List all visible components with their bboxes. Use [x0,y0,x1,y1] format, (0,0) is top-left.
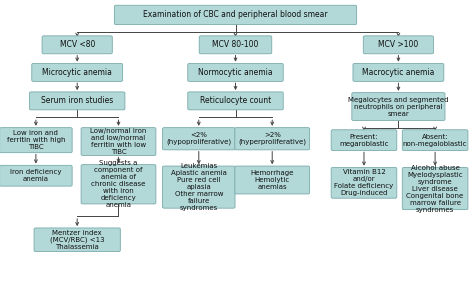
Text: >2%
(hyperproliferative): >2% (hyperproliferative) [238,132,306,146]
FancyBboxPatch shape [353,63,444,82]
FancyBboxPatch shape [32,63,123,82]
FancyBboxPatch shape [235,128,310,150]
FancyBboxPatch shape [402,168,468,210]
Text: Low iron and
ferritin with high
TIBC: Low iron and ferritin with high TIBC [7,130,65,150]
Text: MCV <80: MCV <80 [60,40,95,49]
Text: Present:
megaroblastic: Present: megaroblastic [339,134,389,147]
Text: Normocytic anemia: Normocytic anemia [198,68,273,77]
Text: Iron deficiency
anemia: Iron deficiency anemia [10,169,62,182]
Text: Examination of CBC and peripheral blood smear: Examination of CBC and peripheral blood … [143,10,328,19]
FancyBboxPatch shape [235,166,310,194]
Text: Suggests a
component of
anemia of
chronic disease
with iron
deficiency
anemia: Suggests a component of anemia of chroni… [91,160,146,208]
Text: <2%
(hypoproliferative): <2% (hypoproliferative) [166,132,231,146]
Text: MCV 80-100: MCV 80-100 [212,40,259,49]
FancyBboxPatch shape [81,128,156,156]
Text: MCV >100: MCV >100 [378,40,419,49]
FancyBboxPatch shape [331,130,397,150]
Text: Macrocytic anemia: Macrocytic anemia [362,68,435,77]
FancyBboxPatch shape [402,130,468,150]
Text: Reticulocyte count: Reticulocyte count [200,96,271,105]
FancyBboxPatch shape [42,36,112,54]
FancyBboxPatch shape [114,5,356,25]
FancyBboxPatch shape [0,128,72,153]
FancyBboxPatch shape [188,63,283,82]
Text: Vitamin B12
and/or
Folate deficiency
Drug-induced: Vitamin B12 and/or Folate deficiency Dru… [334,169,393,196]
FancyBboxPatch shape [163,166,235,208]
FancyBboxPatch shape [199,36,272,54]
Text: Hemorrhage
Hemolytic
anemias: Hemorrhage Hemolytic anemias [251,170,294,190]
FancyBboxPatch shape [163,128,235,150]
Text: Absent:
non-megaloblastic: Absent: non-megaloblastic [403,134,467,147]
Text: Low/normal iron
and low/normal
ferritin with low
TIBC: Low/normal iron and low/normal ferritin … [91,128,146,155]
FancyBboxPatch shape [81,165,156,204]
FancyBboxPatch shape [0,165,72,186]
FancyBboxPatch shape [363,36,434,54]
Text: Leukemias
Aplastic anemia
Pure red cell
aplasia
Other marrow
failure
syndromes: Leukemias Aplastic anemia Pure red cell … [171,163,227,211]
FancyBboxPatch shape [188,92,283,110]
FancyBboxPatch shape [331,168,397,198]
Text: Mentzer index
(MCV/RBC) <13
Thalassemia: Mentzer index (MCV/RBC) <13 Thalassemia [50,230,104,250]
Text: Serum iron studies: Serum iron studies [41,96,113,105]
FancyBboxPatch shape [34,228,120,252]
Text: Microcytic anemia: Microcytic anemia [42,68,112,77]
Text: Alcohol abuse
Myelodysplastic
syndrome
Liver disease
Congenital bone
marrow fail: Alcohol abuse Myelodysplastic syndrome L… [407,164,464,212]
FancyBboxPatch shape [352,93,445,120]
Text: Megalocytes and segmented
neutrophils on peripheral
smear: Megalocytes and segmented neutrophils on… [348,97,449,117]
FancyBboxPatch shape [29,92,125,110]
